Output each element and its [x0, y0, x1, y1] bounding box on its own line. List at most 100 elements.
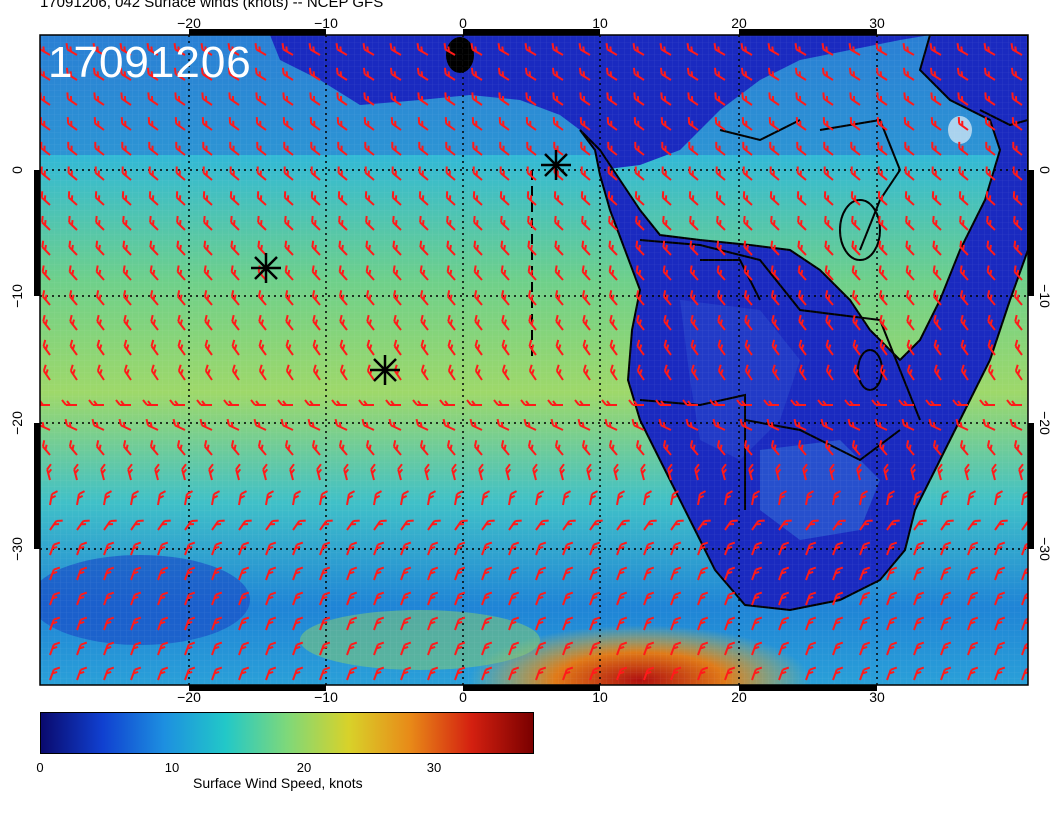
wind-barb — [554, 290, 564, 306]
wind-barb — [994, 541, 1006, 556]
wind-barb — [991, 463, 998, 481]
wind-barb — [767, 67, 780, 81]
wind-barb — [798, 364, 807, 381]
wind-barb — [69, 364, 78, 381]
wind-barb — [824, 215, 834, 231]
wind-barb — [925, 399, 941, 406]
wind-barb — [172, 418, 186, 431]
wind-barb — [875, 67, 888, 81]
wind-barb — [211, 591, 223, 606]
wind-barb — [427, 591, 439, 606]
wind-barb — [282, 117, 294, 131]
wind-barb — [277, 399, 293, 406]
wind-barb — [149, 440, 159, 456]
wind-barb — [415, 418, 429, 431]
wind-barb — [562, 490, 572, 506]
wind-barb — [1013, 290, 1023, 306]
lat-tick: 0 — [9, 166, 25, 174]
star-marker — [251, 253, 281, 283]
wind-barb — [508, 566, 520, 581]
wind-barb — [346, 490, 356, 506]
wind-barb — [427, 666, 439, 681]
wind-barb — [284, 290, 294, 306]
colorbar-tick: 0 — [36, 760, 44, 775]
wind-barb — [231, 314, 240, 331]
wind-barb — [904, 166, 915, 181]
wind-barb — [473, 240, 483, 256]
wind-barb — [690, 364, 699, 381]
wind-barb — [238, 666, 250, 681]
wind-barb — [1021, 490, 1028, 506]
wind-barb — [1021, 641, 1028, 656]
wind-barb — [609, 364, 618, 381]
wind-barb — [986, 265, 996, 281]
wind-barb — [365, 265, 375, 281]
wind-barb — [616, 490, 626, 506]
wind-barb — [255, 117, 267, 131]
wind-barb — [223, 399, 239, 406]
wind-barb — [230, 240, 240, 256]
wind-barb — [265, 666, 277, 681]
wind-barb — [525, 117, 537, 131]
wind-barb — [904, 141, 915, 156]
wind-barb — [724, 566, 736, 581]
wind-barb — [201, 92, 213, 106]
wind-barb — [40, 166, 51, 181]
wind-barb — [418, 166, 429, 181]
wind-barb — [257, 290, 267, 306]
wind-barb — [199, 418, 213, 431]
wind-barb — [886, 591, 898, 606]
wind-barb — [608, 265, 618, 281]
wind-barb — [40, 191, 51, 206]
wind-barb — [338, 240, 348, 256]
wind-barb — [472, 166, 483, 181]
wind-barb — [41, 215, 51, 231]
wind-barb — [500, 440, 510, 456]
wind-barb — [177, 314, 186, 331]
lat-tick: 0 — [1037, 166, 1053, 174]
wind-barb — [958, 191, 969, 206]
lon-tick: 0 — [459, 15, 467, 31]
wind-barb — [446, 265, 456, 281]
wind-barb — [390, 117, 402, 131]
wind-barb — [663, 314, 672, 331]
wind-barb — [343, 463, 350, 481]
wind-barb — [604, 418, 618, 431]
wind-barb — [203, 290, 213, 306]
wind-barb — [365, 440, 375, 456]
wind-barb — [905, 240, 915, 256]
wind-barb — [562, 616, 574, 631]
wind-barb — [716, 240, 726, 256]
wind-barb — [582, 364, 591, 381]
wind-barb — [552, 92, 564, 106]
wind-barb — [319, 616, 331, 631]
wind-barb — [608, 240, 618, 256]
wind-barb — [312, 364, 321, 381]
wind-barb — [686, 67, 699, 81]
lon-tick: 0 — [459, 689, 467, 705]
map-title: 17091206, 042 Surface winds (knots) -- N… — [40, 0, 384, 11]
wind-barb — [1010, 67, 1023, 81]
wind-barb — [932, 215, 942, 231]
wind-barb — [688, 141, 699, 156]
wind-barb — [176, 290, 186, 306]
wind-barb — [940, 541, 952, 556]
wind-barb — [771, 364, 780, 381]
wind-barb — [397, 463, 404, 481]
wind-barb — [92, 43, 105, 56]
wind-barb — [1009, 418, 1023, 431]
wind-barb — [473, 440, 483, 456]
wind-barb — [319, 566, 331, 581]
wind-barb — [697, 490, 707, 506]
wind-barb — [960, 364, 969, 381]
wind-barb — [879, 339, 888, 356]
wind-barb — [451, 463, 458, 481]
wind-barb — [508, 490, 518, 506]
wind-barb — [103, 666, 115, 681]
wind-barb — [130, 591, 142, 606]
wind-barb — [796, 191, 807, 206]
wind-barb — [1013, 240, 1023, 256]
wind-barb — [176, 240, 186, 256]
wind-barb — [688, 166, 699, 181]
lat-tick: −20 — [9, 411, 25, 435]
